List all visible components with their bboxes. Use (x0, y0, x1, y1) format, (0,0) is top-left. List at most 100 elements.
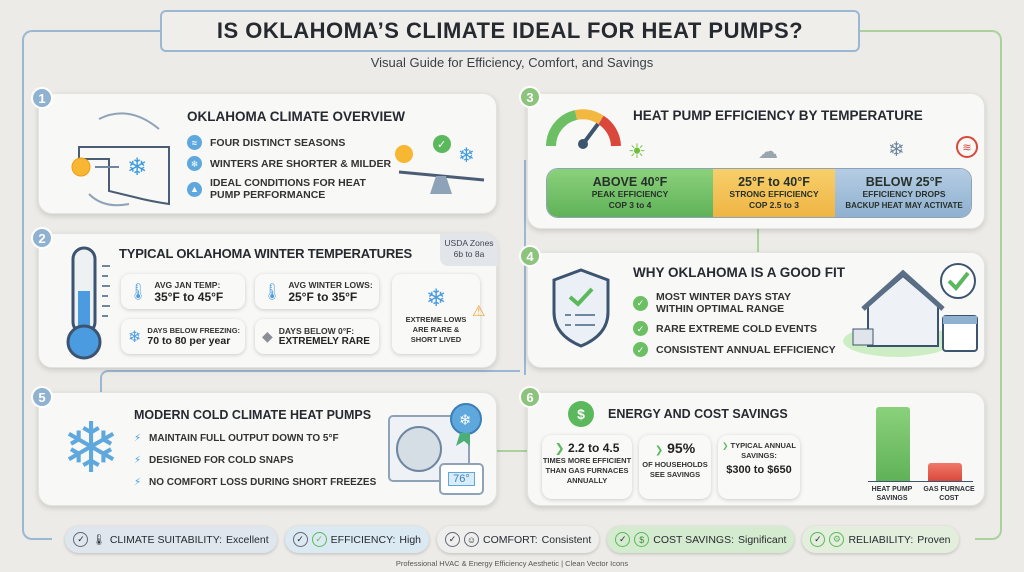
svg-text:❄: ❄ (459, 412, 472, 429)
summary-bar: ✓ 🌡︎ CLIMATE SUITABILITY: Excellent ✓ ✓ EFFIC… (20, 526, 1004, 553)
stat-days-below-zero: ◆ DAYS BELOW 0°F: EXTREMELY RARE (255, 319, 379, 354)
connector-line (860, 30, 1002, 510)
section-number-badge: 2 (31, 227, 53, 249)
dollar-leaf-icon: $ (568, 401, 594, 427)
chevron-icon: ❯ (722, 441, 729, 450)
section-title: TYPICAL OKLAHOMA WINTER TEMPERATURES (119, 246, 412, 261)
stat-avg-jan-temp: 🌡︎ AVG JAN TEMP: 35°F to 45°F (121, 274, 245, 309)
list-item: ⚡ NO COMFORT LOSS DURING SHORT FREEZES (134, 477, 377, 488)
list-item: ✓ MOST WINTER DAYS STAY WITHIN OPTIMAL RA… (633, 291, 823, 315)
snowflake-icon: ❄ (425, 284, 447, 312)
usda-zones-badge: USDA Zones 6b to 8a (440, 234, 498, 266)
balance-scale-icon: ✓ ❄ (395, 135, 485, 194)
list-item: ❄ WINTERS ARE SHORTER & MILDER (187, 156, 391, 171)
summary-climate-suitability: ✓ 🌡︎ CLIMATE SUITABILITY: Excellent (65, 526, 277, 553)
thermometer-icon: 🌡︎ (262, 283, 283, 301)
lightning-icon: ⚡ (134, 433, 142, 444)
check-icon: ✓ (633, 342, 648, 357)
section-climate-overview: ❄ OKLAHOMA CLIMATE OVERVIEW ≈ FOUR DISTIN… (38, 93, 497, 214)
section-cold-climate-heat-pumps: ❄ MODERN COLD CLIMATE HEAT PUMPS ⚡ MAINTA… (38, 392, 497, 506)
connector-line (497, 450, 529, 452)
ice-drop-icon: ◆ (262, 328, 273, 344)
svg-text:❄: ❄ (127, 154, 147, 181)
bar-label: HEAT PUMP SAVINGS (871, 486, 913, 502)
thermometer-icon: 🌡︎ (92, 534, 106, 546)
chart-baseline (868, 481, 973, 482)
section-number-badge: 4 (519, 245, 541, 267)
check-circle-icon: ✓ (810, 532, 826, 547)
page-subtitle: Visual Guide for Efficiency, Comfort, an… (370, 55, 654, 70)
check-circle-icon: ✓ (292, 532, 308, 547)
svg-text:❄: ❄ (458, 145, 475, 167)
section-good-fit: WHY OKLAHOMA IS A GOOD FIT ✓ MOST WINTER … (527, 252, 985, 368)
shield-check-icon (552, 268, 610, 348)
list-item: ⚡ DESIGNED FOR COLD SNAPS (134, 455, 294, 466)
summary-cost-savings: ✓ $ COST SAVINGS: Significant (607, 526, 795, 553)
section-energy-cost-savings: $ ENERGY AND COST SAVINGS ❯ 2.2 to 4.5 T… (527, 392, 985, 506)
section-title: HEAT PUMP EFFICIENCY BY TEMPERATURE (633, 108, 923, 123)
section-number-badge: 1 (31, 87, 53, 109)
stat-days-below-freezing: ❄ DAYS BELOW FREEZING: 70 to 80 per year (121, 319, 245, 354)
section-number-badge: 3 (519, 86, 541, 108)
extreme-lows-callout: ❄ EXTREME LOWS ARE RARE & SHORT LIVED (392, 274, 480, 354)
wind-icon: ≈ (187, 135, 202, 150)
list-item: ✓ CONSISTENT ANNUAL EFFICIENCY (633, 342, 836, 357)
lightning-icon: ⚡ (134, 477, 142, 488)
list-item: ✓ RARE EXTREME COLD EVENTS (633, 321, 817, 336)
connector-line (975, 490, 1002, 540)
efficiency-band-bar: ABOVE 40°F PEAK EFFICIENCY COP 3 to 4 25°F… (546, 168, 972, 218)
flame-icon: ▲ (187, 181, 202, 197)
title-banner: IS OKLAHOMA’S CLIMATE IDEAL FOR HEAT PUM… (160, 10, 860, 52)
page-title: IS OKLAHOMA’S CLIMATE IDEAL FOR HEAT PUM… (216, 18, 804, 43)
smile-icon: ☺ (464, 532, 480, 547)
snowflake-icon: ❄ (128, 328, 142, 346)
section-title: OKLAHOMA CLIMATE OVERVIEW (187, 109, 405, 124)
heating-element-icon: ≋ (956, 136, 978, 158)
section-number-badge: 5 (31, 386, 53, 408)
thermometer-icon: 🌡︎ (128, 283, 149, 301)
gauge-icon (546, 109, 621, 149)
connector-line (757, 228, 759, 252)
summary-efficiency: ✓ ✓ EFFICIENCY: High (284, 526, 430, 553)
summary-comfort: ✓ ☺ COMFORT: Consistent (437, 526, 600, 553)
svg-text:✓: ✓ (437, 139, 446, 151)
section-number-badge: 6 (519, 386, 541, 408)
snowflake-icon: ❄ (888, 139, 905, 161)
section-title: MODERN COLD CLIMATE HEAT PUMPS (134, 408, 372, 422)
stat-efficiency-multiplier: ❯ 2.2 to 4.5 TIMES MORE EFFICIENT THAN G… (542, 435, 632, 499)
connector-line (22, 30, 162, 510)
list-item: ▲ IDEAL CONDITIONS FOR HEAT PUMP PERFORMA… (187, 177, 377, 201)
snowflake-lightning-icon: ❄ (61, 409, 121, 487)
oklahoma-map-icon: ❄ (71, 112, 170, 207)
connector-line (496, 160, 526, 375)
section-winter-temperatures: TYPICAL OKLAHOMA WINTER TEMPERATURES USD… (38, 233, 498, 368)
check-icon: ✓ (633, 295, 648, 311)
check-circle-icon: ✓ (615, 532, 631, 547)
section-title: WHY OKLAHOMA IS A GOOD FIT (633, 265, 845, 280)
section-efficiency-by-temperature: HEAT PUMP EFFICIENCY BY TEMPERATURE ☀ ☁ … (527, 93, 985, 229)
band-25-to-40: 25°F to 40°F STRONG EFFICIENCY COP 2.5 to … (713, 169, 835, 217)
list-item: ≈ FOUR DISTINCT SEASONS (187, 135, 345, 150)
snowflake-icon: ❄ (187, 156, 202, 171)
check-circle-icon: ✓ (445, 532, 461, 547)
cloud-icon: ☁ (758, 141, 778, 163)
warning-icon: ⚠ (472, 303, 486, 320)
bar-label: GAS FURNACE COST (923, 486, 975, 502)
dollar-icon: $ (634, 532, 650, 547)
sun-icon: ☀ (628, 141, 646, 163)
chevron-icon: ❯ (654, 445, 664, 456)
connector-line (100, 370, 520, 395)
stat-households-saving: ❯ 95% OF HOUSEHOLDS SEE SAVINGS (639, 435, 711, 499)
gear-check-icon: ⚙ (829, 532, 845, 547)
check-circle-icon: ✓ (73, 532, 89, 547)
band-above-40: ABOVE 40°F PEAK EFFICIENCY COP 3 to 4 (547, 169, 713, 217)
summary-reliability: ✓ ⚙ RELIABILITY: Proven (802, 526, 959, 553)
stat-avg-winter-lows: 🌡︎ AVG WINTER LOWS: 25°F to 35°F (255, 274, 379, 309)
stat-annual-savings: ❯ TYPICAL ANNUAL SAVINGS: $300 to $650 (718, 435, 800, 499)
chevron-icon: ❯ (554, 441, 565, 455)
lightning-icon: ⚡ (134, 455, 142, 466)
band-below-25: BELOW 25°F EFFICIENCY DROPS BACKUP HEAT MA… (835, 169, 971, 217)
list-item: ⚡ MAINTAIN FULL OUTPUT DOWN TO 5°F (134, 433, 339, 444)
check-icon: ✓ (311, 532, 327, 547)
connector-line (22, 490, 52, 540)
